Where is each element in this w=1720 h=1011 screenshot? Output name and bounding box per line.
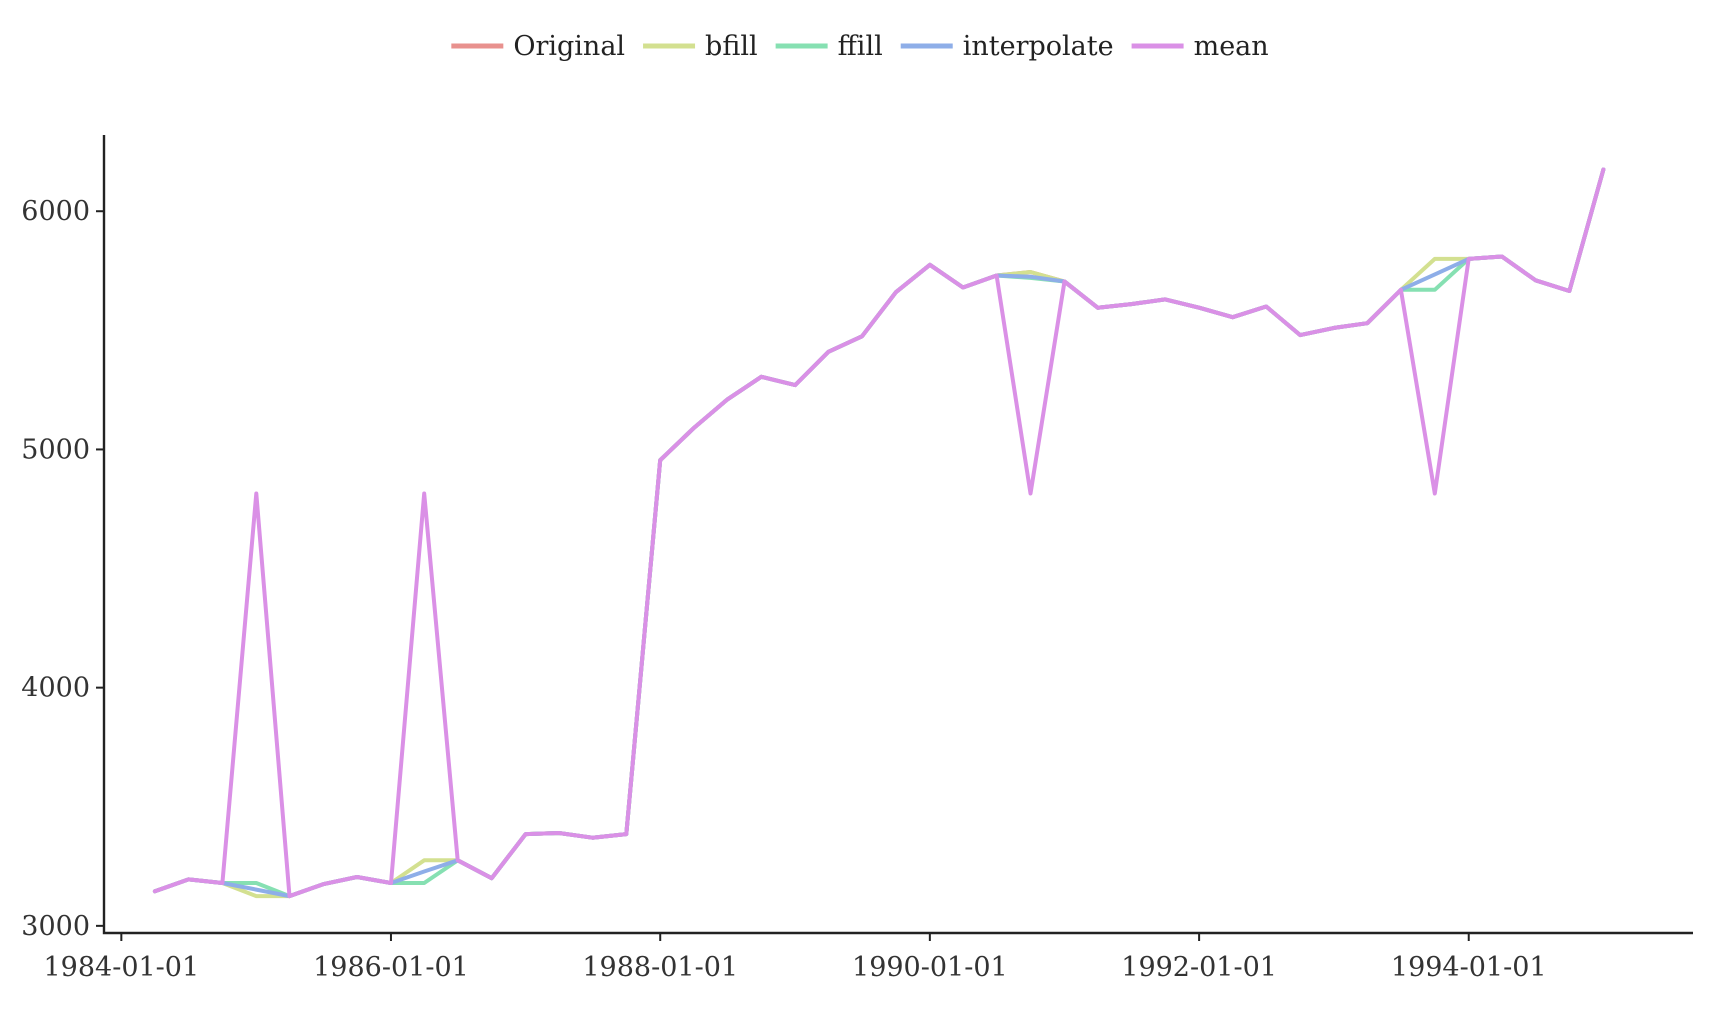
y-tick-label: 3000 [21,911,90,942]
y-tick-label: 6000 [21,196,90,227]
legend-item: mean [1132,31,1269,62]
series-line-bfill [155,170,1604,897]
series-line-ffill [155,170,1604,897]
series-line-interpolate [155,170,1604,897]
y-tick-label: 4000 [21,673,90,704]
x-tick-label: 1986-01-01 [313,952,469,983]
legend-item: Original [451,31,625,62]
legend-item: interpolate [901,31,1114,62]
x-tick-label: 1988-01-01 [582,952,738,983]
series-mean [155,169,1604,896]
legend-label: mean [1194,31,1269,62]
axis-spines [104,135,1693,933]
x-tick-label: 1984-01-01 [43,952,199,983]
legend-label: ffill [838,31,883,62]
x-tick-label: 1992-01-01 [1121,952,1277,983]
legend: Original bfill ffill interpolate mean [451,31,1268,62]
series-bfill [155,169,1604,896]
legend-label: interpolate [963,31,1114,62]
y-tick-label: 5000 [21,434,90,465]
plot-series [155,169,1604,896]
legend-item: ffill [776,31,883,62]
series-ffill [155,169,1604,896]
axes [104,135,1693,933]
x-tick-label: 1994-01-01 [1391,952,1547,983]
legend-item: bfill [643,31,758,62]
series-original [155,169,1604,896]
legend-label: Original [513,31,625,62]
series-line-original [155,170,1604,897]
series-interpolate [155,169,1604,896]
y-axis-ticks: 3000 4000 5000 6000 [21,196,104,942]
x-axis-ticks: 1984-01-01 1986-01-01 1988-01-01 1990-01-01… [43,933,1546,983]
legend-label: bfill [705,31,758,62]
series-line-mean [155,170,1604,897]
x-tick-label: 1990-01-01 [852,952,1008,983]
